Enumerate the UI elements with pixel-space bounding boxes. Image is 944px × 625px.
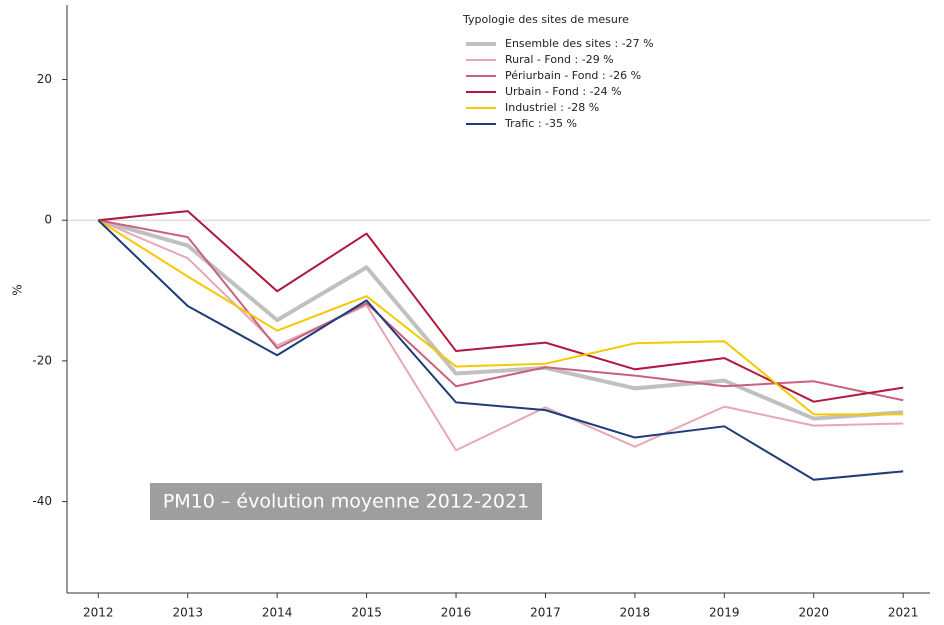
annotation-box xyxy=(150,483,542,520)
series-line xyxy=(97,219,904,452)
x-tick-label: 2012 xyxy=(83,606,114,620)
x-tick-label: 2016 xyxy=(441,606,472,620)
series-line xyxy=(97,219,904,416)
y-tick-label: -20 xyxy=(32,353,52,367)
legend-label: Rural - Fond : -29 % xyxy=(505,53,614,66)
series-line xyxy=(98,210,904,403)
x-tick-label: 2015 xyxy=(351,606,382,620)
legend-label: Ensemble des sites : -27 % xyxy=(505,37,654,50)
x-tick-label: 2018 xyxy=(620,606,651,620)
annotation: PM10 – évolution moyenne 2012-2021 xyxy=(163,491,529,513)
series-line xyxy=(97,218,904,421)
x-tick-label: 2020 xyxy=(798,606,829,620)
legend-title: Typologie des sites de mesure xyxy=(462,13,629,26)
x-tick-label: 2014 xyxy=(262,606,293,620)
x-tick-label: 2013 xyxy=(172,606,203,620)
y-tick-label: 0 xyxy=(44,213,52,227)
series-line xyxy=(98,219,904,402)
series-line xyxy=(97,219,904,481)
legend-label: Trafic : -35 % xyxy=(504,117,577,130)
x-tick-label: 2017 xyxy=(530,606,561,620)
legend-label: Industriel : -28 % xyxy=(505,101,599,114)
x-tick-label: 2021 xyxy=(888,606,919,620)
y-tick-label: 20 xyxy=(37,72,52,86)
y-tick-label: -40 xyxy=(32,494,52,508)
y-axis-label: % xyxy=(11,284,25,295)
x-tick-label: 2019 xyxy=(709,606,740,620)
legend-label: Périurbain - Fond : -26 % xyxy=(505,69,641,82)
legend-label: Urbain - Fond : -24 % xyxy=(505,85,622,98)
